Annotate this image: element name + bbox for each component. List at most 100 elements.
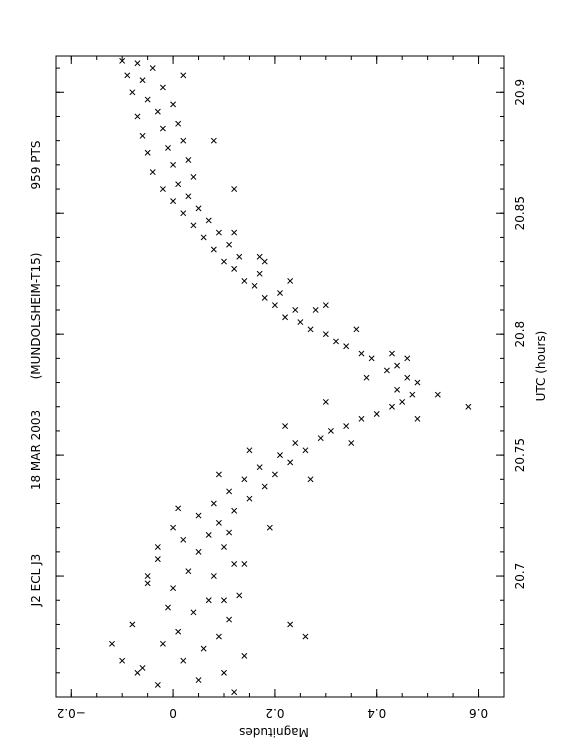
data-point [277, 452, 283, 459]
data-point [266, 524, 273, 531]
data-point [159, 84, 166, 91]
data-point [180, 137, 187, 144]
data-point [139, 77, 146, 84]
data-point [287, 278, 294, 284]
data-point [170, 101, 177, 108]
data-point [241, 652, 248, 659]
data-point [175, 120, 182, 127]
data-point [302, 447, 309, 454]
data-point [302, 633, 309, 640]
data-point [175, 181, 182, 188]
data-point [246, 447, 253, 454]
data-point [322, 331, 329, 338]
y-tick-label: 0.6 [469, 706, 488, 720]
data-point [404, 355, 411, 362]
data-point [109, 640, 115, 647]
data-point [231, 689, 238, 696]
data-point [154, 556, 161, 563]
data-point [144, 573, 151, 580]
data-point [236, 592, 243, 599]
data-point [165, 604, 171, 611]
data-point [322, 302, 329, 309]
data-point [256, 270, 263, 277]
data-point [246, 495, 253, 502]
x-tick-label: 20.8 [513, 321, 527, 348]
data-point [210, 137, 217, 144]
data-point [404, 374, 411, 381]
data-point [205, 597, 212, 604]
data-point [343, 343, 350, 350]
data-point [348, 440, 355, 446]
data-point [261, 483, 268, 490]
data-point [159, 186, 166, 192]
header-date: 18 MAR 2003 [29, 410, 43, 490]
data-point [144, 96, 151, 103]
data-point [175, 505, 182, 512]
x-axis-title: UTC (hours) [534, 331, 548, 402]
y-tick-label: 0 [169, 706, 177, 720]
data-point [215, 229, 222, 236]
data-point [409, 391, 416, 398]
data-point [170, 585, 177, 592]
data-point [282, 314, 289, 321]
data-point [226, 616, 233, 623]
data-point [180, 72, 187, 79]
data-point [231, 186, 238, 192]
data-point [200, 645, 207, 652]
y-tick-labels: −0.2 0 0.2 0.4 0.6 [57, 706, 488, 720]
x-tick-label: 20.75 [513, 438, 527, 472]
data-point [231, 265, 238, 272]
data-point [236, 253, 243, 260]
data-point [170, 161, 177, 168]
data-point [292, 440, 299, 446]
data-point [389, 350, 395, 357]
data-point [287, 459, 294, 466]
data-point [394, 386, 401, 393]
data-point [394, 362, 401, 369]
data-point [358, 350, 365, 357]
data-point [231, 229, 238, 236]
data-point [190, 609, 197, 616]
data-point [195, 677, 202, 684]
data-point [195, 512, 202, 519]
data-point [271, 471, 278, 478]
header-object: J2 ECL J3 [29, 554, 43, 608]
data-point [231, 561, 238, 567]
y-axis-title: Magnitudes [239, 725, 309, 739]
data-point [185, 193, 192, 200]
data-point [373, 411, 380, 417]
data-point [465, 403, 472, 410]
data-point [292, 307, 299, 313]
data-point [282, 423, 289, 430]
data-point [134, 113, 141, 120]
data-point [205, 531, 212, 538]
data-point [195, 548, 202, 555]
data-point [261, 294, 268, 301]
data-point [322, 398, 329, 405]
data-point [271, 302, 278, 309]
data-point [144, 580, 151, 587]
data-point [358, 415, 365, 422]
data-point [170, 524, 177, 531]
y-tick-label: −0.2 [57, 706, 86, 720]
plot-frame [55, 55, 505, 698]
data-point [165, 144, 171, 151]
header-observer: (MUNDOLSHEIM-T15) [29, 253, 43, 380]
data-point [149, 169, 156, 176]
data-point [185, 157, 192, 163]
data-point [226, 488, 233, 495]
x-tick-label: 20.7 [513, 563, 527, 590]
data-point [241, 278, 248, 284]
data-point [180, 657, 187, 664]
data-point [185, 568, 192, 575]
data-point [226, 241, 233, 248]
data-point [134, 60, 141, 67]
data-point [205, 217, 212, 224]
data-point [231, 507, 238, 514]
data-point [124, 72, 131, 79]
data-point [170, 198, 177, 205]
data-point [119, 57, 126, 64]
data-point [368, 355, 375, 362]
header-count: 959 PTS [29, 141, 43, 190]
